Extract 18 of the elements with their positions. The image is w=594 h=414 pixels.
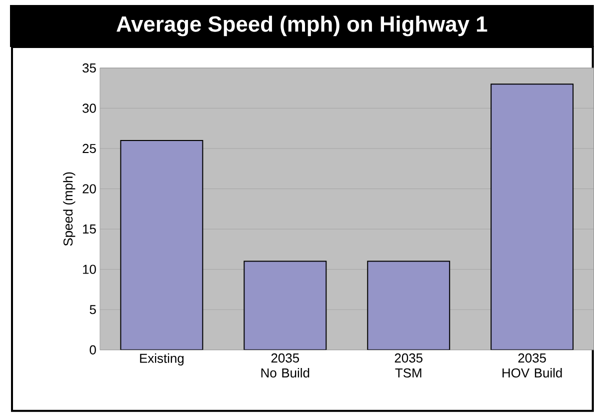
bar xyxy=(120,140,204,350)
y-tick-label: 20 xyxy=(82,184,96,194)
bar xyxy=(490,84,574,350)
y-tick-label: 30 xyxy=(82,104,96,113)
y-tick-label: 35 xyxy=(82,63,96,73)
bar xyxy=(367,260,450,350)
y-axis-title: Speed (mph) xyxy=(63,172,76,246)
chart-title: Average Speed (mph) on Highway 1 xyxy=(116,16,488,36)
y-tick-label: 5 xyxy=(90,305,96,314)
x-tick-label: Existing xyxy=(140,353,184,366)
y-tick-label: 0 xyxy=(90,345,96,355)
x-tick-label: 2035 No Build xyxy=(261,353,310,378)
bar xyxy=(244,260,327,350)
x-tick-label: 2035 TSM xyxy=(394,353,422,378)
y-tick-label: 10 xyxy=(83,264,96,274)
x-tick-label: 2035 HOV Build xyxy=(502,353,562,378)
y-tick-label: 15 xyxy=(83,224,96,234)
y-tick-label: 25 xyxy=(82,144,96,154)
